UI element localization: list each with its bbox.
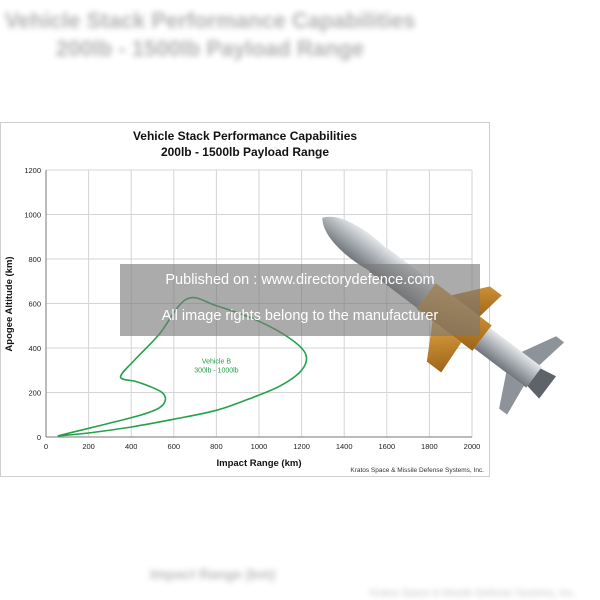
x-tick-label: 200 (82, 442, 95, 451)
background-x-axis-label: Impact Range (km) (150, 566, 276, 582)
y-tick-label: 1000 (24, 211, 41, 220)
y-tick-label: 1200 (24, 166, 41, 175)
y-axis-label: Apogee Altitude (km) (4, 256, 15, 351)
x-tick-label: 2000 (464, 442, 481, 451)
background-credit: Kratos Space & Missile Defense Systems, … (370, 588, 576, 599)
x-tick-label: 1000 (251, 442, 268, 451)
x-tick-label: 1600 (378, 442, 395, 451)
background-subtitle: 200lb - 1500lb Payload Range (55, 36, 365, 61)
series-annotation-name: Vehicle B (202, 359, 232, 366)
x-tick-label: 800 (210, 442, 223, 451)
x-tick-label: 1400 (336, 442, 353, 451)
y-tick-label: 400 (28, 344, 41, 353)
y-tick-label: 200 (28, 389, 41, 398)
x-tick-label: 1200 (293, 442, 310, 451)
series-annotation-payload: 300lb - 1000lb (194, 368, 238, 375)
y-tick-label: 0 (37, 433, 41, 442)
x-tick-label: 0 (44, 442, 48, 451)
x-tick-label: 400 (125, 442, 138, 451)
axis-ticks: 0 200 400 600 800 1000 1200 1400 1600 1800 2000 0 20… (24, 166, 480, 451)
watermark-published-text: Published on : www.directorydefence.com (165, 272, 435, 288)
watermark-rights-text: All image rights belong to the manufactu… (161, 308, 439, 324)
chart-subtitle: 200lb - 1500lb Payload Range (161, 145, 329, 159)
x-axis-label: Impact Range (km) (217, 458, 302, 469)
credit-text: Kratos Space & Missile Defense Systems, … (350, 467, 484, 474)
x-tick-label: 1800 (421, 442, 438, 451)
background-title: Vehicle Stack Performance Capabilities (4, 8, 416, 33)
chart-title: Vehicle Stack Performance Capabilities (133, 129, 357, 143)
y-tick-label: 600 (28, 300, 41, 309)
y-tick-label: 800 (28, 255, 41, 264)
x-tick-label: 600 (168, 442, 181, 451)
watermark-banner: Published on : www.directorydefence.com … (120, 264, 480, 336)
